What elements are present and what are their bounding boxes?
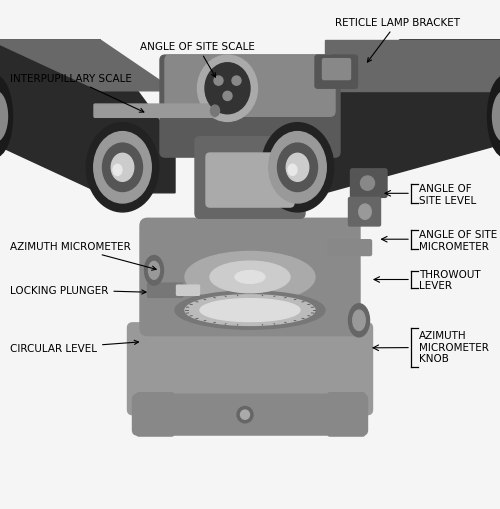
FancyBboxPatch shape xyxy=(350,169,387,198)
Ellipse shape xyxy=(0,76,12,158)
FancyBboxPatch shape xyxy=(136,393,174,436)
Text: LOCKING PLUNGER: LOCKING PLUNGER xyxy=(10,285,146,295)
Ellipse shape xyxy=(223,92,232,101)
Text: INTERPUPILLARY SCALE: INTERPUPILLARY SCALE xyxy=(10,74,144,113)
Ellipse shape xyxy=(359,205,371,220)
Ellipse shape xyxy=(185,295,315,326)
FancyBboxPatch shape xyxy=(328,393,365,436)
Ellipse shape xyxy=(102,144,142,192)
Ellipse shape xyxy=(185,252,315,303)
Text: AZIMUTH MICROMETER: AZIMUTH MICROMETER xyxy=(10,242,156,271)
Ellipse shape xyxy=(94,132,151,204)
Text: AZIMUTH
MICROMETER
KNOB: AZIMUTH MICROMETER KNOB xyxy=(419,330,489,364)
Ellipse shape xyxy=(113,165,122,176)
Polygon shape xyxy=(325,41,500,92)
Polygon shape xyxy=(325,41,500,193)
Ellipse shape xyxy=(210,106,220,117)
Ellipse shape xyxy=(148,262,160,280)
FancyBboxPatch shape xyxy=(148,284,183,298)
Text: ANGLE OF SITE SCALE: ANGLE OF SITE SCALE xyxy=(140,42,255,78)
Ellipse shape xyxy=(237,407,253,423)
Ellipse shape xyxy=(278,144,318,192)
Text: CIRCULAR LEVEL: CIRCULAR LEVEL xyxy=(10,341,138,354)
Polygon shape xyxy=(0,41,175,193)
Text: RETICLE LAMP BRACKET: RETICLE LAMP BRACKET xyxy=(335,18,460,63)
FancyBboxPatch shape xyxy=(140,219,360,336)
Ellipse shape xyxy=(200,299,300,322)
Ellipse shape xyxy=(286,154,309,182)
Ellipse shape xyxy=(232,77,241,86)
Text: ANGLE OF SITE
MICROMETER: ANGLE OF SITE MICROMETER xyxy=(419,230,497,251)
FancyBboxPatch shape xyxy=(165,56,335,117)
Ellipse shape xyxy=(214,77,223,86)
Ellipse shape xyxy=(288,165,297,176)
Ellipse shape xyxy=(269,132,326,204)
Ellipse shape xyxy=(144,256,164,286)
Ellipse shape xyxy=(210,262,290,293)
FancyBboxPatch shape xyxy=(176,286,200,296)
Ellipse shape xyxy=(111,154,134,182)
FancyBboxPatch shape xyxy=(322,60,350,80)
Ellipse shape xyxy=(492,92,500,143)
FancyBboxPatch shape xyxy=(94,105,216,118)
Ellipse shape xyxy=(86,123,159,212)
Ellipse shape xyxy=(353,310,365,331)
Ellipse shape xyxy=(360,177,374,191)
Polygon shape xyxy=(0,41,175,92)
Ellipse shape xyxy=(240,410,250,419)
Ellipse shape xyxy=(198,56,258,122)
FancyBboxPatch shape xyxy=(348,198,380,227)
FancyBboxPatch shape xyxy=(206,154,294,208)
FancyBboxPatch shape xyxy=(160,56,340,158)
Ellipse shape xyxy=(205,64,250,115)
Ellipse shape xyxy=(235,271,265,284)
FancyBboxPatch shape xyxy=(132,394,368,435)
Ellipse shape xyxy=(488,76,500,158)
Text: ANGLE OF
SITE LEVEL: ANGLE OF SITE LEVEL xyxy=(419,184,476,205)
Ellipse shape xyxy=(175,291,325,330)
FancyBboxPatch shape xyxy=(128,323,372,415)
Text: THROWOUT
LEVER: THROWOUT LEVER xyxy=(419,269,480,291)
Ellipse shape xyxy=(348,304,370,337)
FancyBboxPatch shape xyxy=(315,56,358,89)
Ellipse shape xyxy=(0,92,8,143)
Ellipse shape xyxy=(261,123,334,212)
FancyBboxPatch shape xyxy=(328,240,372,256)
FancyBboxPatch shape xyxy=(195,137,305,219)
